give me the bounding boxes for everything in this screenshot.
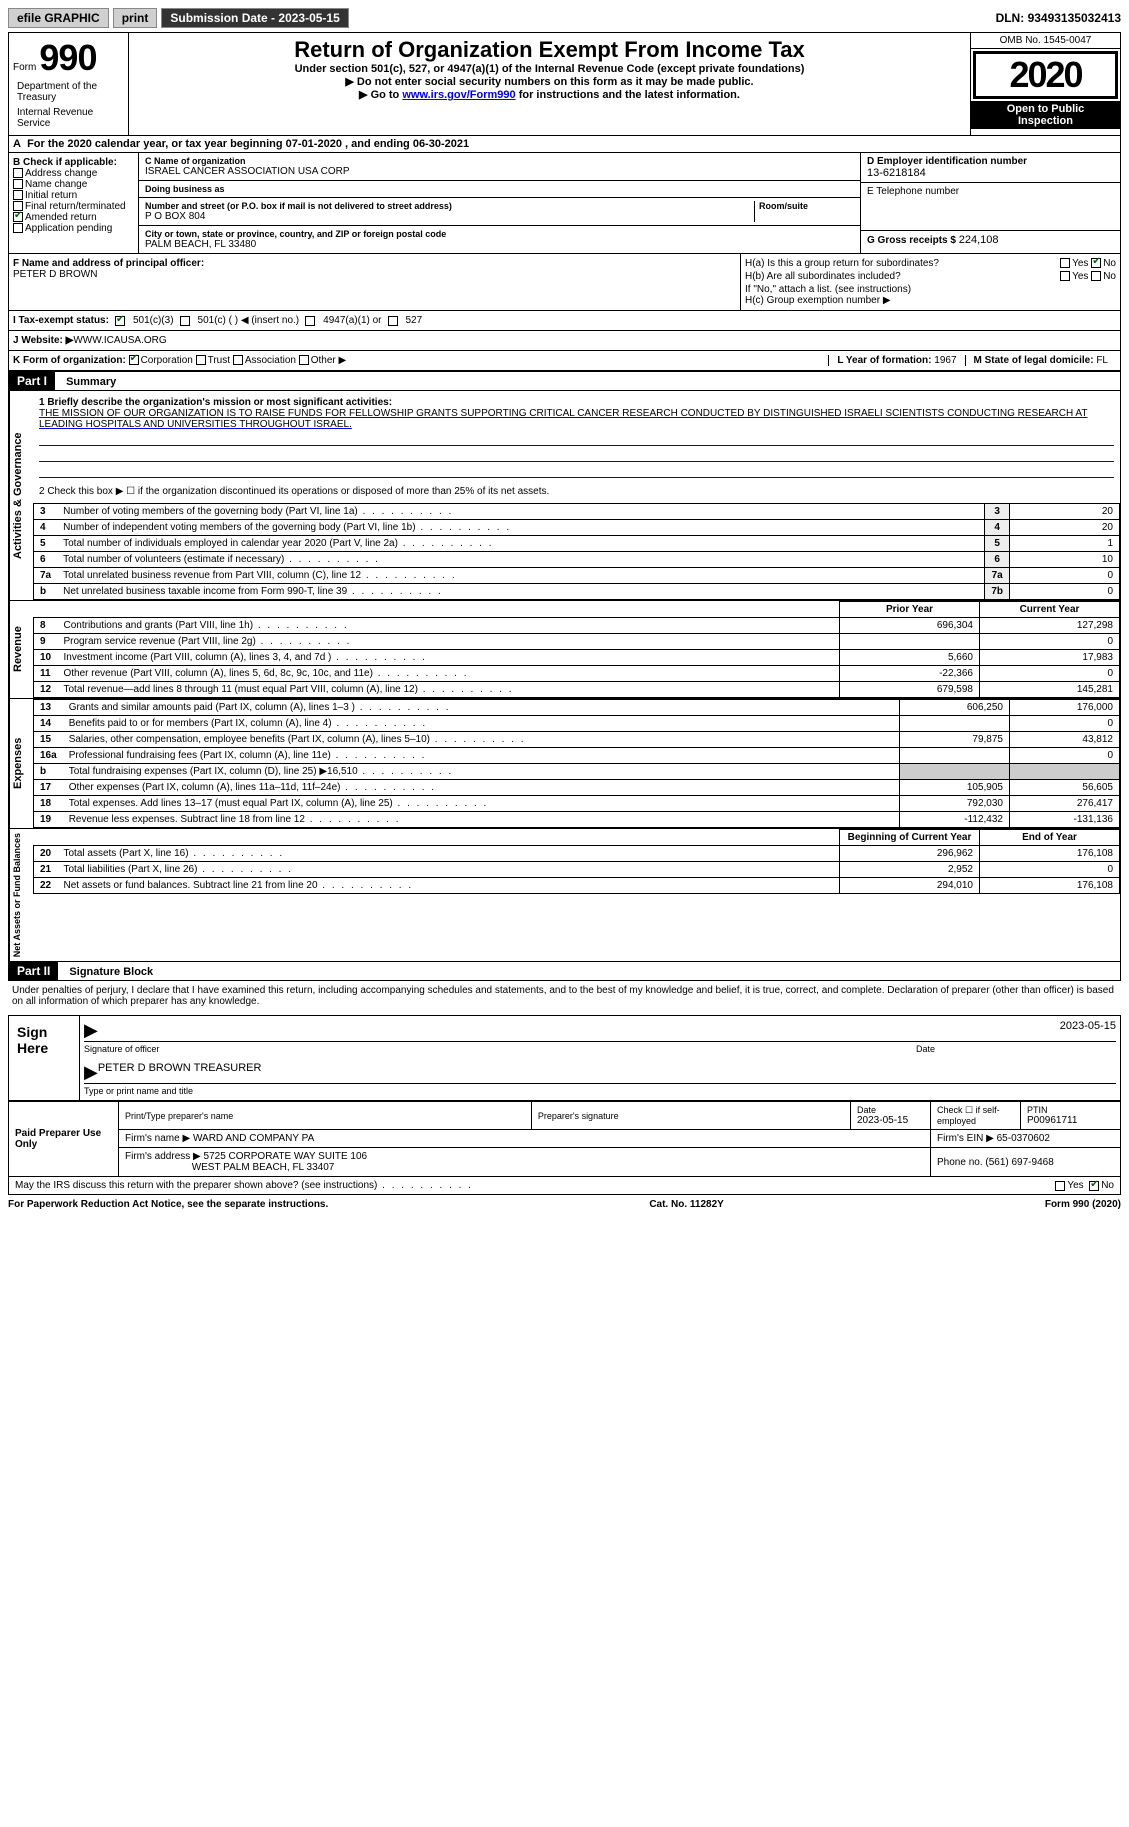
org-name: ISRAEL CANCER ASSOCIATION USA CORP: [145, 166, 854, 177]
check-527[interactable]: [388, 316, 398, 326]
year-formation: 1967: [934, 355, 956, 366]
subtitle-1: Under section 501(c), 527, or 4947(a)(1)…: [133, 63, 966, 75]
vtab-na: Net Assets or Fund Balances: [9, 829, 33, 961]
website: WWW.ICAUSA.ORG: [73, 335, 166, 346]
table-na: Beginning of Current YearEnd of Year20To…: [33, 829, 1120, 894]
hb-label: H(b) Are all subordinates included?: [745, 271, 901, 282]
form-footer: Form 990 (2020): [1045, 1199, 1121, 1210]
mission-text: THE MISSION OF OUR ORGANIZATION IS TO RA…: [39, 408, 1114, 430]
check-4947[interactable]: [305, 316, 315, 326]
paid-prep-label: Paid Preparer Use Only: [9, 1102, 119, 1177]
dept-irs: Internal Revenue Service: [13, 105, 124, 131]
may-yes[interactable]: [1055, 1181, 1065, 1191]
tax-period: A For the 2020 calendar year, or tax yea…: [8, 136, 1121, 153]
form-title: Return of Organization Exempt From Incom…: [133, 37, 966, 63]
state-domicile: FL: [1096, 355, 1108, 366]
firm-addr1: 5725 CORPORATE WAY SUITE 106: [204, 1151, 368, 1162]
dln: DLN: 93493135032413: [996, 11, 1121, 25]
check-app-pending[interactable]: [13, 223, 23, 233]
check-amended[interactable]: [13, 212, 23, 222]
ptin: P00961711: [1027, 1115, 1077, 1126]
part1-label: Part I: [9, 372, 55, 390]
ha-label: H(a) Is this a group return for subordin…: [745, 258, 939, 269]
check-corp[interactable]: [129, 355, 139, 365]
part1-title: Summary: [58, 374, 124, 390]
room-label: Room/suite: [759, 201, 854, 211]
form-label: Form: [13, 62, 36, 73]
check-address[interactable]: [13, 168, 23, 178]
hc-label: H(c) Group exemption number ▶: [745, 295, 1116, 306]
gross-label: G Gross receipts $: [867, 235, 959, 246]
vtab-ag: Activities & Governance: [9, 391, 33, 600]
firm-ein: 65-0370602: [997, 1133, 1050, 1144]
dept-treasury: Department of the Treasury: [13, 79, 124, 105]
form-org-label: K Form of organization:: [13, 355, 126, 366]
form-number: 990: [39, 37, 96, 78]
part2-label: Part II: [9, 962, 58, 980]
ein: 13-6218184: [867, 167, 1114, 179]
firm-name: WARD AND COMPANY PA: [193, 1133, 314, 1144]
check-assoc[interactable]: [233, 355, 243, 365]
efile-button[interactable]: efile GRAPHIC: [8, 8, 109, 28]
firm-phone: (561) 697-9468: [985, 1157, 1053, 1168]
cat-no: Cat. No. 11282Y: [649, 1199, 723, 1210]
hb-no[interactable]: [1091, 271, 1101, 281]
print-button[interactable]: print: [113, 8, 158, 28]
subtitle-3: ▶ Go to www.irs.gov/Form990 for instruct…: [133, 88, 966, 101]
check-name[interactable]: [13, 179, 23, 189]
table-rev: Prior YearCurrent Year8Contributions and…: [33, 601, 1120, 698]
q2: 2 Check this box ▶ ☐ if the organization…: [39, 486, 1114, 497]
sign-date: 2023-05-15: [1060, 1020, 1116, 1041]
part2-title: Signature Block: [61, 964, 161, 980]
ein-label: D Employer identification number: [867, 156, 1114, 167]
hb-note: If "No," attach a list. (see instruction…: [745, 284, 1116, 295]
city-label: City or town, state or province, country…: [145, 229, 854, 239]
open-inspection: Open to PublicInspection: [971, 101, 1120, 129]
check-other[interactable]: [299, 355, 309, 365]
check-501c3[interactable]: [115, 316, 125, 326]
city: PALM BEACH, FL 33480: [145, 239, 854, 250]
topbar: efile GRAPHIC print Submission Date - 20…: [8, 8, 1121, 28]
box-b: B Check if applicable: Address change Na…: [9, 153, 139, 253]
hb-yes[interactable]: [1060, 271, 1070, 281]
check-trust[interactable]: [196, 355, 206, 365]
dba-label: Doing business as: [145, 184, 854, 194]
officer-sig-name: PETER D BROWN TREASURER: [98, 1062, 262, 1083]
irs-link[interactable]: www.irs.gov/Form990: [402, 89, 515, 101]
paperwork-notice: For Paperwork Reduction Act Notice, see …: [8, 1199, 328, 1210]
tax-exempt-label: I Tax-exempt status:: [13, 315, 109, 326]
tel-label: E Telephone number: [867, 186, 1114, 197]
street-label: Number and street (or P.O. box if mail i…: [145, 201, 754, 211]
sign-here: Sign Here: [9, 1016, 79, 1100]
officer-label: F Name and address of principal officer:: [13, 258, 736, 269]
may-discuss: May the IRS discuss this return with the…: [15, 1180, 473, 1191]
submission-date: Submission Date - 2023-05-15: [161, 8, 348, 28]
officer-name: PETER D BROWN: [13, 269, 736, 280]
street: P O BOX 804: [145, 211, 754, 222]
omb-number: OMB No. 1545-0047: [971, 33, 1120, 49]
website-label: J Website: ▶: [13, 335, 73, 346]
table-exp: 13Grants and similar amounts paid (Part …: [33, 699, 1120, 828]
may-no[interactable]: [1089, 1181, 1099, 1191]
check-501c[interactable]: [180, 316, 190, 326]
perjury-decl: Under penalties of perjury, I declare th…: [8, 981, 1121, 1011]
firm-addr2: WEST PALM BEACH, FL 33407: [192, 1162, 335, 1173]
ha-no[interactable]: [1091, 258, 1101, 268]
gross-receipts: 224,108: [959, 234, 999, 246]
preparer-table: Paid Preparer Use Only Print/Type prepar…: [8, 1101, 1121, 1177]
ha-yes[interactable]: [1060, 258, 1070, 268]
subtitle-2: ▶ Do not enter social security numbers o…: [133, 75, 966, 88]
mission-prompt: 1 Briefly describe the organization's mi…: [39, 397, 1114, 408]
vtab-rev: Revenue: [9, 601, 33, 698]
form-header: Form 990 Department of the Treasury Inte…: [8, 32, 1121, 136]
tax-year: 2020: [973, 51, 1118, 99]
table-ag: 3Number of voting members of the governi…: [33, 503, 1120, 600]
org-name-label: C Name of organization: [145, 156, 854, 166]
check-initial[interactable]: [13, 190, 23, 200]
vtab-exp: Expenses: [9, 699, 33, 828]
